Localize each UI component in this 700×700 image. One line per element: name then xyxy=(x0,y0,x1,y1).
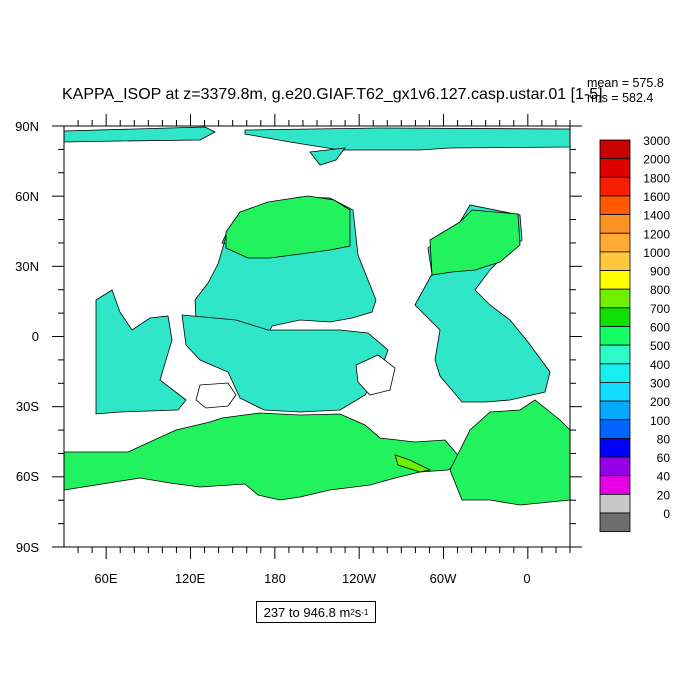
lat-label: 90N xyxy=(15,119,39,134)
south-atlantic-sector xyxy=(449,399,571,506)
colorbar: 3000200018001600140012001000900800700600… xyxy=(599,134,671,533)
colorbar-label: 1600 xyxy=(643,190,670,204)
colorbar-label: 1400 xyxy=(643,209,670,223)
indian-ocean xyxy=(95,289,187,415)
map-ticks xyxy=(52,114,582,559)
colorbar-label: 1000 xyxy=(643,246,670,260)
colorbar-swatch xyxy=(599,493,631,514)
colorbar-swatch xyxy=(599,512,631,533)
range-sup-neg1: -1 xyxy=(361,607,369,617)
colorbar-label: 1200 xyxy=(643,227,670,241)
colorbar-label: 40 xyxy=(657,470,671,484)
colorbar-label: 200 xyxy=(650,395,670,409)
weddell-patch xyxy=(394,454,432,473)
colorbar-label: 100 xyxy=(650,414,670,428)
colorbar-swatch xyxy=(599,475,631,495)
lat-label: 60N xyxy=(15,189,39,204)
colorbar-label: 700 xyxy=(650,302,670,316)
colorbar-label: 1800 xyxy=(643,171,670,185)
range-sup-2: 2 xyxy=(350,607,355,617)
southern-ocean xyxy=(63,412,463,501)
lat-label: 60S xyxy=(16,469,39,484)
land-cutout-australia xyxy=(195,382,237,409)
colorbar-swatch xyxy=(599,326,631,346)
north-pacific-high xyxy=(225,195,351,259)
ocean-fill xyxy=(63,126,571,506)
colorbar-label: 300 xyxy=(650,376,670,390)
colorbar-swatch xyxy=(599,419,631,439)
range-mid: s xyxy=(354,604,362,620)
lon-label: 0 xyxy=(523,571,530,586)
colorbar-label: 2000 xyxy=(643,153,670,167)
colorbar-swatch xyxy=(599,270,631,290)
colorbar-swatch xyxy=(599,363,631,383)
south-pacific xyxy=(181,314,389,413)
land-cutout-sa xyxy=(355,354,396,396)
colorbar-label: 900 xyxy=(650,265,670,279)
lat-label: 30S xyxy=(16,399,39,414)
colorbar-label: 0 xyxy=(663,507,670,521)
lat-label: 90S xyxy=(16,540,39,555)
plot-title: KAPPA_ISOP at z=3379.8m, g.e20.GIAF.T62_… xyxy=(62,86,603,103)
colorbar-label: 3000 xyxy=(643,134,670,148)
lon-label: 60W xyxy=(430,571,457,586)
colorbar-swatch xyxy=(599,344,631,365)
arctic-channel xyxy=(309,147,346,166)
lon-label: 120E xyxy=(175,571,206,586)
colorbar-swatch xyxy=(599,307,631,327)
lat-label: 0 xyxy=(32,329,39,344)
lat-label: 30N xyxy=(15,259,39,274)
colorbar-label: 20 xyxy=(657,488,671,502)
colorbar-label: 60 xyxy=(657,451,671,465)
lat-labels: 90N 60N 30N 0 30S 60S 90S xyxy=(15,119,39,555)
arctic-ocean-west xyxy=(63,126,216,143)
colorbar-label: 600 xyxy=(650,321,670,335)
colorbar-swatch xyxy=(599,158,631,178)
colorbar-swatch xyxy=(599,195,631,215)
range-text: 237 to 946.8 m xyxy=(263,604,351,620)
colorbar-label: 80 xyxy=(657,432,671,446)
colorbar-swatch xyxy=(599,251,631,271)
rms-stat: rms = 582.4 xyxy=(587,91,654,105)
lon-labels: 60E 120E 180 120W 60W 0 xyxy=(94,571,530,586)
colorbar-swatch xyxy=(599,400,631,421)
lon-label: 180 xyxy=(264,571,286,586)
colorbar-swatch xyxy=(599,139,631,160)
colorbar-swatch xyxy=(599,437,631,458)
colorbar-label: 500 xyxy=(650,339,670,353)
colorbar-label: 400 xyxy=(650,358,670,372)
lon-label: 60E xyxy=(94,571,117,586)
north-atlantic-high xyxy=(429,209,521,276)
colorbar-swatch xyxy=(599,214,631,234)
colorbar-swatch xyxy=(599,456,631,477)
arctic-ocean xyxy=(244,127,571,151)
colorbar-swatch xyxy=(599,232,631,253)
colorbar-label: 800 xyxy=(650,283,670,297)
mean-stat: mean = 575.8 xyxy=(587,76,664,90)
lon-label: 120W xyxy=(342,571,377,586)
colorbar-swatch xyxy=(599,288,631,309)
colorbar-swatch xyxy=(599,176,631,197)
colorbar-swatch xyxy=(599,382,631,402)
